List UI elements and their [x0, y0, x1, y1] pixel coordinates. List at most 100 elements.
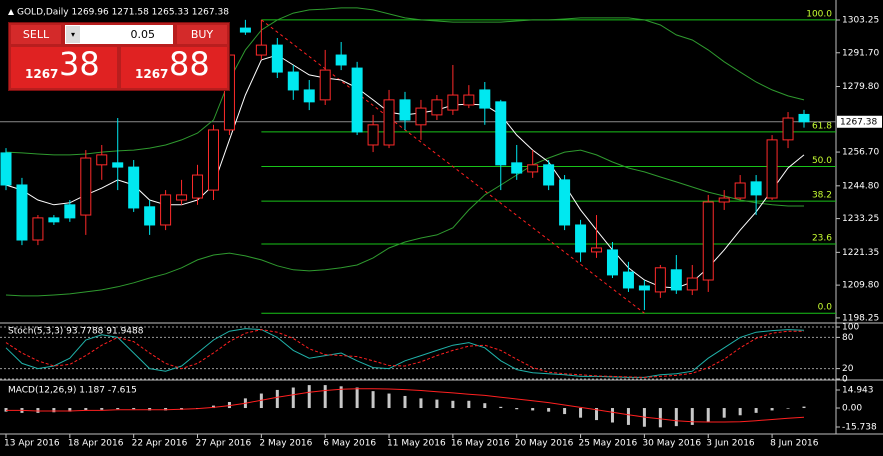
histogram-bar — [610, 408, 614, 423]
histogram-bar — [658, 408, 662, 428]
candle-body — [718, 197, 730, 203]
candle-body — [48, 217, 60, 223]
histogram-bar — [52, 408, 56, 413]
y-tick-label: 100 — [842, 323, 859, 333]
histogram-bar — [148, 408, 152, 411]
histogram-bar — [754, 408, 758, 413]
indicator-line — [5, 7, 805, 156]
candle-body — [112, 162, 124, 168]
candle-body — [654, 267, 666, 293]
y-tick-label: 80 — [842, 333, 854, 343]
candle-body — [367, 124, 379, 146]
stoch-line — [5, 329, 804, 378]
candle-body — [383, 99, 395, 146]
buy-price-small: 1267 — [135, 67, 169, 81]
current-price-box — [837, 115, 882, 128]
histogram-bar — [164, 408, 168, 411]
fib-label: 100.0 — [806, 9, 832, 19]
candle-body — [543, 164, 555, 186]
histogram-bar — [722, 408, 726, 418]
candle-body — [399, 99, 411, 121]
histogram-bar — [211, 405, 215, 409]
chart-title: GOLD,Daily 1269.96 1271.58 1265.33 1267.… — [17, 8, 229, 18]
macd-title: MACD(12,26,9) 1.187 -7.615 — [8, 386, 137, 396]
y-tick-label: 14.943 — [842, 385, 874, 395]
x-tick-label: 2 May 2016 — [259, 439, 312, 449]
histogram-bar — [595, 408, 599, 421]
signal-line — [6, 388, 805, 423]
candle-body — [479, 89, 491, 109]
fib-label: 38.2 — [812, 191, 832, 201]
buy-button[interactable]: BUY — [177, 25, 227, 44]
histogram-bar — [563, 408, 567, 415]
candle-body — [559, 179, 571, 226]
lot-input[interactable]: 0.05 — [65, 25, 173, 44]
candle-body — [144, 206, 156, 226]
candle-body — [303, 89, 315, 103]
x-tick-label: 30 May 2016 — [642, 439, 701, 449]
indicator-line — [5, 149, 804, 297]
x-tick-label: 20 May 2016 — [515, 439, 574, 449]
histogram-bar — [802, 406, 806, 409]
histogram-bar — [259, 393, 263, 409]
candle-body — [32, 217, 44, 241]
candle-body — [287, 71, 299, 91]
candle-body — [766, 139, 778, 199]
histogram-bar — [626, 408, 630, 425]
collapse-icon[interactable] — [8, 9, 14, 15]
buy-price-big: 88 — [169, 45, 210, 83]
fib-label: 61.8 — [812, 121, 832, 131]
lot-spinner[interactable]: ▾ — [66, 26, 80, 43]
candle-body — [734, 182, 746, 199]
sell-price-small: 1267 — [25, 67, 59, 81]
histogram-bar — [355, 387, 359, 409]
stoch-title: Stoch(5,3,3) 93.7788 91.9488 — [8, 327, 144, 337]
histogram-bar — [515, 408, 519, 410]
y-tick-label: 1244.80 — [842, 181, 879, 191]
y-tick-label: 1221.35 — [842, 248, 879, 258]
candle-body — [16, 184, 28, 241]
histogram-bar — [339, 386, 343, 409]
candle-body — [431, 99, 443, 116]
trade-panel: SELL 0.05 ▾ BUY 1267 38 1267 88 — [8, 22, 230, 91]
x-tick-label: 13 Apr 2016 — [4, 439, 60, 449]
candle-body — [96, 154, 108, 166]
x-tick-label: 11 May 2016 — [387, 439, 446, 449]
histogram-bar — [132, 408, 136, 410]
y-tick-label: 1198.25 — [842, 313, 879, 323]
candle-body — [750, 181, 762, 196]
x-tick-label: 6 May 2016 — [323, 439, 376, 449]
candle-body — [575, 224, 587, 253]
candle-body — [271, 44, 283, 73]
fib-label: 23.6 — [812, 233, 832, 243]
x-tick-label: 18 Apr 2016 — [68, 439, 124, 449]
y-tick-label: 1303.25 — [842, 16, 879, 26]
candle-body — [527, 164, 539, 173]
histogram-bar — [275, 389, 279, 409]
histogram-bar — [371, 391, 375, 409]
histogram-bar — [387, 393, 391, 409]
histogram-bar — [451, 400, 455, 409]
candle-body — [638, 285, 650, 291]
y-tick-label: 20 — [842, 364, 854, 374]
current-price-label: 1267.38 — [840, 117, 877, 127]
buy-price-box[interactable]: 1267 88 — [121, 45, 227, 88]
candle-body — [239, 27, 251, 33]
y-tick-label: 1209.80 — [842, 281, 879, 291]
histogram-bar — [4, 408, 8, 412]
stoch-line — [5, 328, 805, 378]
candle-body — [64, 204, 76, 219]
x-tick-label: 22 Apr 2016 — [132, 439, 188, 449]
candle-body — [782, 117, 794, 141]
y-tick-label: 1291.70 — [842, 48, 879, 58]
candle-body — [447, 94, 459, 111]
histogram-bar — [531, 408, 535, 411]
candle-body — [495, 101, 507, 166]
sell-price-box[interactable]: 1267 38 — [11, 45, 117, 88]
histogram-bar — [499, 406, 503, 409]
histogram-bar — [706, 408, 710, 423]
candle-body — [176, 194, 188, 201]
histogram-bar — [419, 398, 423, 409]
sell-button[interactable]: SELL — [11, 25, 61, 44]
